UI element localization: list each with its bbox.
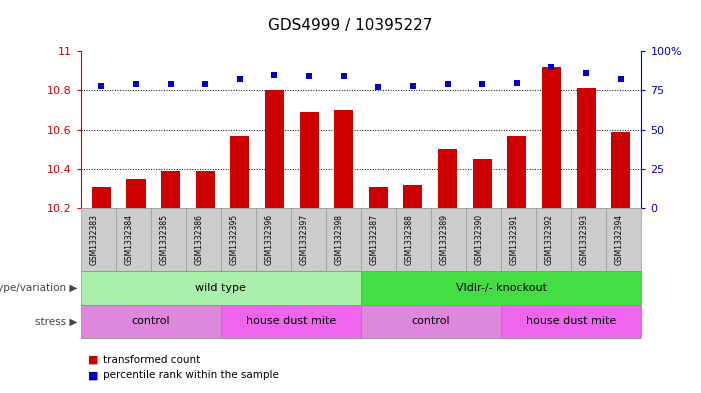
Text: GSM1332384: GSM1332384 (124, 214, 133, 265)
Point (234, 76, 245, 83)
Text: house dust mite: house dust mite (246, 316, 336, 326)
Text: ■: ■ (88, 354, 98, 365)
Text: GDS4999 / 10395227: GDS4999 / 10395227 (268, 18, 433, 33)
Text: GSM1332383: GSM1332383 (89, 214, 98, 265)
Bar (265, 90, 284, 208)
Bar (161, 171, 180, 208)
Point (580, 70, 592, 76)
Point (546, 64, 557, 70)
Point (165, 81, 176, 87)
Bar (196, 171, 215, 208)
Bar (576, 88, 596, 208)
Bar (472, 159, 491, 208)
Text: GSM1332398: GSM1332398 (334, 214, 343, 265)
Text: GSM1332387: GSM1332387 (369, 214, 379, 265)
Bar (611, 132, 630, 208)
Text: GSM1332385: GSM1332385 (159, 214, 168, 265)
Text: control: control (131, 316, 170, 326)
Text: GSM1332392: GSM1332392 (545, 214, 554, 265)
Text: GSM1332389: GSM1332389 (440, 214, 449, 265)
Point (338, 73, 349, 79)
Bar (334, 110, 353, 208)
Point (130, 81, 142, 87)
Bar (508, 136, 526, 208)
Text: genotype/variation ▶: genotype/variation ▶ (0, 283, 77, 293)
Point (615, 76, 626, 83)
Text: house dust mite: house dust mite (526, 316, 616, 326)
Text: transformed count: transformed count (103, 354, 200, 365)
Text: GSM1332391: GSM1332391 (510, 214, 519, 265)
Text: GSM1332388: GSM1332388 (404, 214, 414, 265)
Bar (231, 136, 250, 208)
Bar (542, 67, 561, 208)
Bar (438, 149, 457, 208)
Point (269, 72, 280, 78)
Text: GSM1332396: GSM1332396 (264, 214, 273, 265)
Point (373, 84, 384, 90)
Point (477, 81, 488, 87)
Point (407, 83, 418, 89)
Point (511, 79, 522, 86)
Text: wild type: wild type (196, 283, 246, 293)
Text: GSM1332386: GSM1332386 (194, 214, 203, 265)
Text: control: control (411, 316, 451, 326)
Text: GSM1332394: GSM1332394 (615, 214, 624, 265)
Text: GSM1332397: GSM1332397 (299, 214, 308, 265)
Text: stress ▶: stress ▶ (35, 316, 77, 326)
Point (200, 81, 211, 87)
Text: GSM1332395: GSM1332395 (229, 214, 238, 265)
Bar (92, 187, 111, 208)
Text: ■: ■ (88, 370, 98, 380)
Bar (369, 187, 388, 208)
Point (304, 73, 315, 79)
Bar (403, 185, 423, 208)
Text: GSM1332390: GSM1332390 (475, 214, 484, 265)
Bar (299, 112, 319, 208)
Text: percentile rank within the sample: percentile rank within the sample (103, 370, 279, 380)
Point (96, 83, 107, 89)
Point (442, 81, 453, 87)
Text: Vldlr-/- knockout: Vldlr-/- knockout (456, 283, 547, 293)
Bar (126, 179, 146, 208)
Text: GSM1332393: GSM1332393 (580, 214, 589, 265)
